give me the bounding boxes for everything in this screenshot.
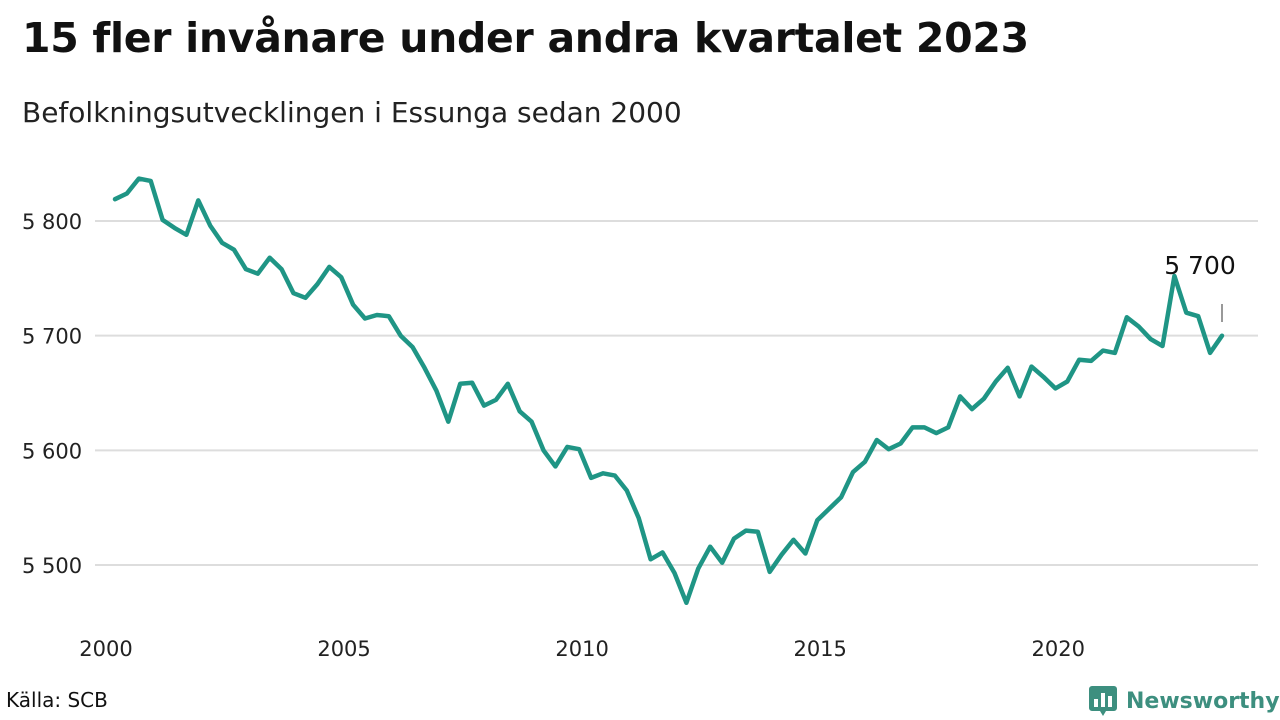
y-tick-label: 5 800 — [22, 210, 82, 234]
end-annotation: 5 700 — [1164, 251, 1236, 322]
bar-chart-icon — [1089, 686, 1117, 716]
data-points — [113, 176, 1225, 605]
newsworthy-logo: Newsworthy — [1088, 684, 1280, 718]
chart-subtitle: Befolkningsutvecklingen i Essunga sedan … — [22, 96, 682, 129]
x-tick-label: 2010 — [555, 637, 608, 661]
line-chart: 5 500 5 600 5 700 5 800 2000 2005 2010 2015 202… — [22, 176, 1258, 661]
x-tick-label: 2005 — [317, 637, 370, 661]
chart-title: 15 fler invånare under andra kvartalet 2… — [22, 14, 1029, 62]
y-tick-label: 5 700 — [22, 325, 82, 349]
y-tick-label: 5 600 — [22, 439, 82, 463]
x-axis-ticks: 2000 2005 2010 2015 2020 — [79, 637, 1085, 661]
y-axis-ticks: 5 500 5 600 5 700 5 800 — [22, 210, 82, 578]
y-tick-label: 5 500 — [22, 554, 82, 578]
x-tick-label: 2015 — [793, 637, 846, 661]
series-line — [112, 176, 1225, 606]
series-layer — [112, 176, 1225, 606]
gridlines — [95, 220, 1258, 566]
source-note: Källa: SCB — [6, 688, 108, 712]
brand-name: Newsworthy — [1126, 688, 1280, 714]
x-tick-label: 2020 — [1032, 637, 1085, 661]
end-value-label: 5 700 — [1164, 251, 1236, 280]
x-tick-label: 2000 — [79, 637, 132, 661]
